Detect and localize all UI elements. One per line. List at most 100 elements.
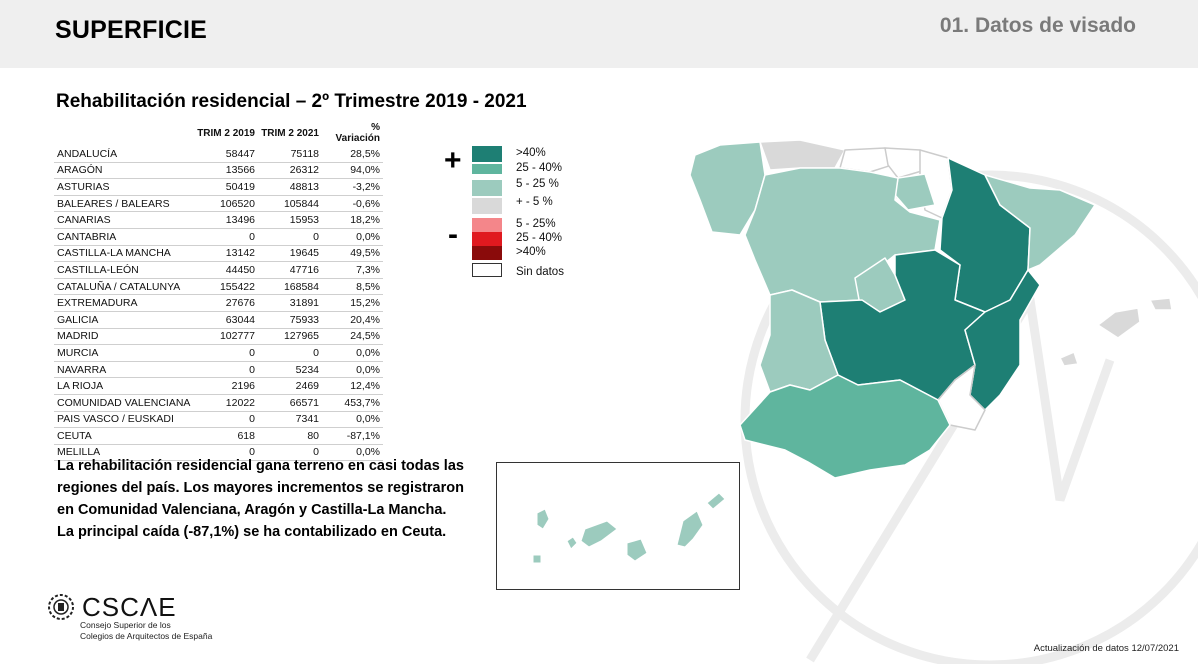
summary-line: La rehabilitación residencial gana terre… [57,458,464,474]
summary-line: regiones del país. Los mayores increment… [57,480,464,496]
variation: 453,7% [322,394,383,412]
legend-swatch [472,232,502,246]
column-header: TRIM 2 2021 [261,127,319,139]
value-2021: 80 [258,427,322,445]
table-row: CASTILLA-LA MANCHA 13142 19645 49,5% [54,245,383,263]
region-name: CASTILLA-LA MANCHA [54,245,194,263]
summary-line: en Comunidad Valenciana, Aragón y Castil… [57,502,447,518]
cscae-logo: CSCΛE Consejo Superior de los Colegios d… [44,590,264,645]
variation: -87,1% [322,427,383,445]
legend-swatch [472,164,502,174]
value-2019: 0 [194,344,258,362]
variation: -0,6% [322,195,383,213]
region-canarias-island [676,510,704,548]
table-row: MADRID 102777 127965 24,5% [54,328,383,346]
value-2019: 58447 [194,146,258,163]
value-2019: 13566 [194,162,258,180]
value-2019: 63044 [194,311,258,329]
table-row: CASTILLA-LEÓN 44450 47716 7,3% [54,261,383,279]
column-header: % Variación [335,122,380,144]
region-name: CEUTA [54,427,194,445]
legend-swatch [472,198,502,214]
minus-sign: - [448,218,458,251]
section-title: SUPERFICIE [55,16,208,44]
value-2021: 19645 [258,245,322,263]
value-2019: 13142 [194,245,258,263]
table-row: CATALUÑA / CATALUNYA 155422 168584 8,5% [54,278,383,296]
page-title: Rehabilitación residencial – 2º Trimestr… [56,91,527,112]
legend-label: 25 - 40% [516,232,563,244]
region-name: PAIS VASCO / EUSKADI [54,411,194,429]
table-row: MURCIA 0 0 0,0% [54,344,383,362]
variation: 7,3% [322,261,383,279]
value-2021: 105844 [258,195,322,213]
header-bar: SUPERFICIE 01. Datos de visado [0,0,1198,68]
value-2021: 48813 [258,178,322,196]
value-2019: 27676 [194,294,258,312]
map-legend: + - >40% 25 - 40% 5 - 25 % + - 5 % 5 - 25% 25… [440,140,600,290]
region-canarias-island [706,492,726,510]
variation: 8,5% [322,278,383,296]
variation: 0,0% [322,361,383,379]
region-canarias-island [626,538,648,562]
table-row: ARAGÓN 13566 26312 94,0% [54,162,383,180]
region-name: GALICIA [54,311,194,329]
value-2021: 0 [258,228,322,246]
value-2021: 15953 [258,211,322,229]
variation: 0,0% [322,444,383,462]
value-2019: 618 [194,427,258,445]
region-name: CATALUÑA / CATALUNYA [54,278,194,296]
legend-swatch [472,246,502,260]
logo-subtitle-line: Consejo Superior de los [80,620,171,630]
data-table: TRIM 2 2019 TRIM 2 2021 % Variación ANDA… [54,121,383,462]
region-cataluna [984,174,1096,271]
value-2021: 75118 [258,146,322,163]
region-canarias-island [532,554,542,564]
region-name: CANARIAS [54,211,194,229]
variation: 12,4% [322,377,383,395]
value-2019: 0 [194,444,258,462]
value-2019: 50419 [194,178,258,196]
value-2019: 2196 [194,377,258,395]
table-row: ASTURIAS 50419 48813 -3,2% [54,178,383,196]
variation: 94,0% [322,162,383,180]
region-name: ASTURIAS [54,178,194,196]
region-cantabria [839,147,893,173]
region-name: MURCIA [54,344,194,362]
region-name: ANDALUCÍA [54,146,194,163]
legend-label: Sin datos [516,266,564,278]
value-2019: 0 [194,411,258,429]
cscae-emblem-icon [48,594,74,620]
region-canarias-island [566,536,578,550]
region-baleares [1149,297,1173,311]
value-2021: 127965 [258,328,322,346]
plus-sign: + [444,144,462,177]
value-2021: 168584 [258,278,322,296]
legend-label: >40% [516,246,546,258]
region-name: EXTREMADURA [54,294,194,312]
table-row: CANTABRIA 0 0 0,0% [54,228,383,246]
legend-swatch [472,146,502,162]
table-row: CANARIAS 13496 15953 18,2% [54,211,383,229]
table-row: GALICIA 63044 75933 20,4% [54,311,383,329]
region-name: MADRID [54,328,194,346]
value-2019: 106520 [194,195,258,213]
region-name: NAVARRA [54,361,194,379]
logo-wordmark: CSCΛE [82,592,177,622]
canary-islands-map [532,492,726,564]
table-header-row: TRIM 2 2019 TRIM 2 2021 % Variación [54,121,383,146]
region-pais-vasco [884,147,926,179]
variation: 49,5% [322,245,383,263]
value-2021: 0 [258,444,322,462]
value-2019: 44450 [194,261,258,279]
region-canarias-island [580,520,618,548]
region-andalucia [739,374,951,479]
value-2021: 31891 [258,294,322,312]
section-subtitle: 01. Datos de visado [939,14,1136,37]
region-galicia [689,141,766,236]
region-name: ARAGÓN [54,162,194,180]
table-row: EXTREMADURA 27676 31891 15,2% [54,294,383,312]
value-2019: 102777 [194,328,258,346]
table-row: CEUTA 618 80 -87,1% [54,427,383,445]
value-2019: 0 [194,361,258,379]
